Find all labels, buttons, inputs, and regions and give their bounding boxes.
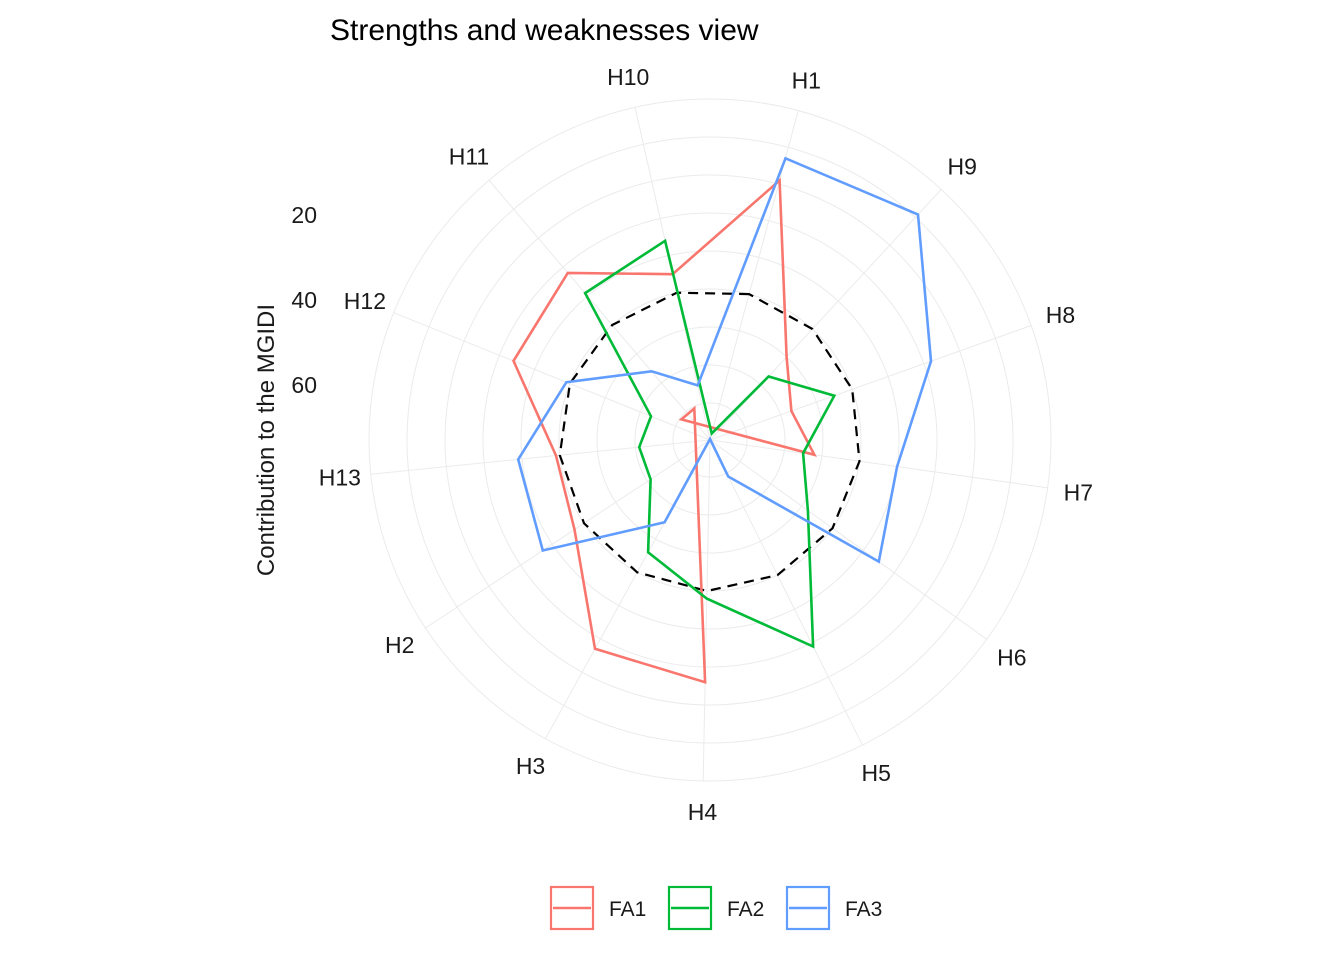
grid-spoke	[709, 189, 942, 441]
grid-spoke	[709, 439, 987, 640]
radial-tick-label: 60	[291, 372, 317, 398]
series-line-fa1	[512, 177, 817, 684]
grid-spoke	[488, 179, 711, 441]
radial-tick-labels: 20 40 60	[291, 202, 317, 398]
category-label: H6	[997, 644, 1026, 670]
grid-circle	[558, 288, 862, 592]
grid-spoke	[425, 439, 711, 629]
legend-item-fa3: FA3	[785, 885, 882, 931]
category-label: H12	[344, 288, 386, 314]
grid-circle	[520, 250, 900, 630]
grid-spoke	[709, 439, 1048, 489]
category-label: H10	[607, 64, 649, 90]
category-label: H4	[688, 799, 718, 825]
reference-line	[558, 291, 861, 593]
series-lines	[512, 156, 933, 684]
legend: FA1 FA2 FA3	[549, 885, 882, 931]
category-label: H11	[449, 144, 490, 170]
radial-tick-label: 20	[291, 202, 317, 228]
grid-spoke	[370, 439, 711, 475]
chart-title: Strengths and weaknesses view	[330, 14, 759, 47]
grid-spoke	[709, 325, 1032, 441]
legend-item-fa1: FA1	[549, 885, 646, 931]
grid-circle	[672, 402, 748, 478]
category-label: H3	[516, 753, 545, 779]
category-label: H13	[319, 464, 361, 490]
category-label: H2	[385, 632, 414, 658]
category-label: H5	[862, 760, 891, 786]
category-label: H7	[1064, 479, 1093, 505]
category-label: H8	[1046, 302, 1075, 328]
grid-circle	[368, 98, 1052, 782]
legend-label: FA1	[609, 898, 646, 921]
grid-circle	[596, 326, 824, 554]
series-line-fa3	[516, 156, 933, 564]
category-label: H9	[948, 154, 977, 180]
category-label: H1	[792, 68, 821, 94]
grid-circle	[482, 212, 938, 668]
grid-spoke	[702, 439, 711, 781]
legend-label: FA2	[727, 898, 764, 921]
grid-circle	[634, 364, 786, 516]
grid-circle	[406, 136, 1014, 744]
category-labels: H1 H10 H11 H12 H13 H2 H3 H4 H5 H6 H7 H8 H9	[319, 64, 1093, 825]
radial-tick-label: 40	[291, 287, 317, 313]
series-line-fa2	[583, 238, 837, 649]
legend-label: FA3	[845, 898, 882, 921]
grid-circle	[444, 174, 976, 706]
y-axis-label: Contribution to the MGIDI	[253, 304, 280, 576]
legend-item-fa2: FA2	[667, 885, 764, 931]
grid-spoke	[709, 439, 863, 746]
grid-spoke	[393, 312, 711, 441]
